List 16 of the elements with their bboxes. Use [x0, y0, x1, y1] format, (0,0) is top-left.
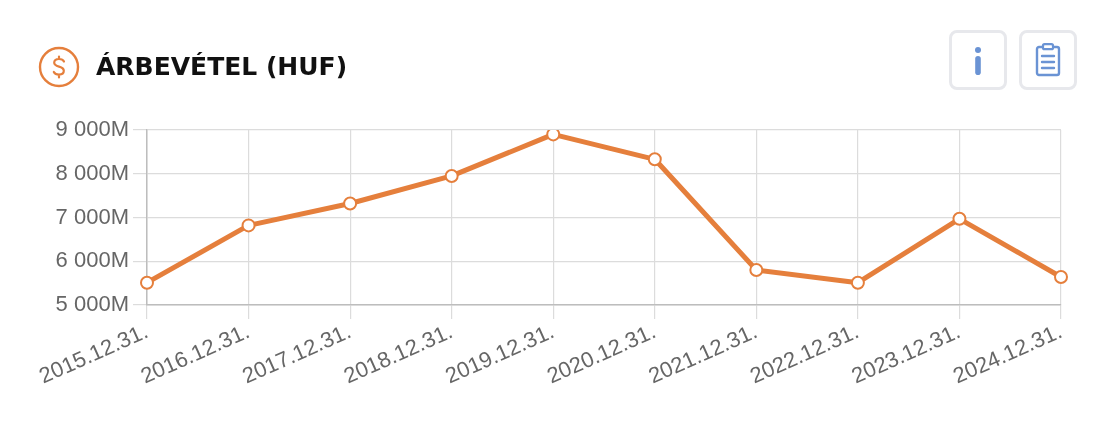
- chart-title: ÁRBEVÉTEL (HUF): [96, 51, 348, 83]
- point: [952, 211, 967, 226]
- y-tick-label: 8 000M: [55, 159, 129, 185]
- y-tick-label: 5 000M: [55, 291, 129, 317]
- point: [850, 275, 865, 290]
- point: [241, 218, 256, 233]
- point: [546, 130, 561, 142]
- y-tick-label: 9 000M: [55, 116, 129, 142]
- point: [749, 263, 764, 277]
- y-tick-label: 6 000M: [55, 247, 129, 273]
- y-tick-label: 7 000M: [55, 203, 129, 229]
- point: [343, 196, 358, 211]
- point: [1054, 270, 1068, 284]
- point: [444, 168, 459, 183]
- point: [140, 275, 154, 290]
- point: [647, 152, 662, 167]
